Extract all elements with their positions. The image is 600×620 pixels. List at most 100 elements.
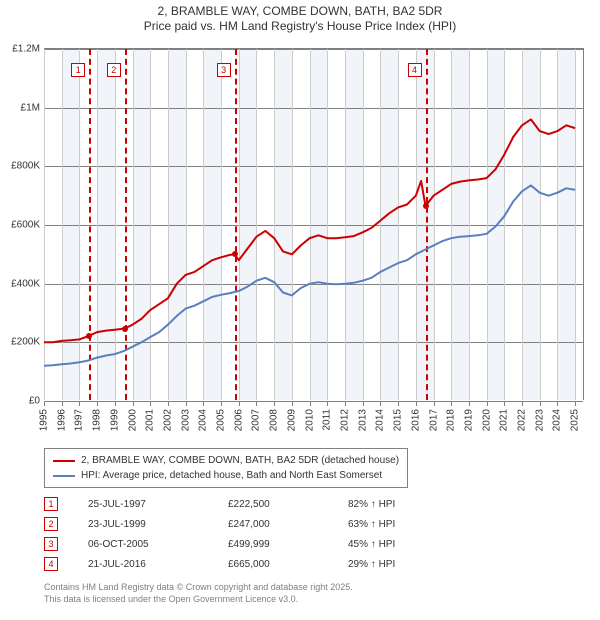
x-axis-label: 2004 [198,409,209,431]
sales-row-date: 06-OCT-2005 [88,539,228,550]
legend-swatch-hpi [53,475,75,477]
x-axis-label: 2012 [339,409,350,431]
x-axis-label: 1997 [74,409,85,431]
x-axis-tick [416,401,417,406]
sales-row-price: £222,500 [228,499,348,510]
x-axis-label: 1996 [56,409,67,431]
x-axis-tick [327,401,328,406]
footnote-line-1: Contains HM Land Registry data © Crown c… [44,582,353,594]
x-axis-tick [380,401,381,406]
sale-marker-dot [423,203,429,209]
x-axis-tick [79,401,80,406]
x-axis-tick [540,401,541,406]
x-axis-tick [504,401,505,406]
sale-index-box: 3 [217,63,231,77]
x-axis-tick [487,401,488,406]
sales-row-delta: 63% ↑ HPI [348,519,448,530]
x-axis-tick [115,401,116,406]
sales-row-date: 21-JUL-2016 [88,559,228,570]
x-axis-label: 2008 [269,409,280,431]
sale-marker-dot [122,326,128,332]
sales-table-row: 3 06-OCT-2005£499,99945% ↑ HPI [44,534,448,554]
y-axis-label: £400K [2,278,40,289]
sales-table-row: 4 21-JUL-2016£665,00029% ↑ HPI [44,554,448,574]
y-axis-label: £600K [2,220,40,231]
x-axis-label: 2015 [393,409,404,431]
sales-row-date: 23-JUL-1999 [88,519,228,530]
sales-row-delta: 82% ↑ HPI [348,499,448,510]
x-axis-tick [575,401,576,406]
x-axis-tick [221,401,222,406]
sales-row-price: £499,999 [228,539,348,550]
series-hpi [44,185,575,365]
x-axis-tick [434,401,435,406]
title-line-2: Price paid vs. HM Land Registry's House … [0,19,600,33]
sales-row-delta: 45% ↑ HPI [348,539,448,550]
sales-row-index: 3 [44,537,58,551]
x-axis-tick [557,401,558,406]
x-axis-tick [292,401,293,406]
x-axis-label: 2020 [481,409,492,431]
sales-row-index: 1 [44,497,58,511]
x-axis-label: 2003 [180,409,191,431]
y-axis-label: £200K [2,337,40,348]
x-axis-tick [186,401,187,406]
chart-area: £0£200K£400K£600K£800K£1M£1.2M1995199619… [44,48,584,400]
gridline-h [44,401,583,402]
x-axis-label: 2023 [534,409,545,431]
x-axis-label: 1995 [39,409,50,431]
x-axis-label: 2001 [145,409,156,431]
x-axis-label: 2013 [357,409,368,431]
title-line-1: 2, BRAMBLE WAY, COMBE DOWN, BATH, BA2 5D… [0,4,600,18]
title-block: 2, BRAMBLE WAY, COMBE DOWN, BATH, BA2 5D… [0,0,600,33]
x-axis-tick [522,401,523,406]
x-axis-label: 2022 [517,409,528,431]
sales-row-index: 2 [44,517,58,531]
x-axis-tick [363,401,364,406]
x-axis-label: 2009 [286,409,297,431]
legend-row-hpi: HPI: Average price, detached house, Bath… [53,468,399,483]
x-axis-label: 2014 [375,409,386,431]
figure-root: 2, BRAMBLE WAY, COMBE DOWN, BATH, BA2 5D… [0,0,600,620]
sales-row-price: £665,000 [228,559,348,570]
legend-label-hpi: HPI: Average price, detached house, Bath… [81,470,382,481]
y-axis-label: £1.2M [2,44,40,55]
plot-region: £0£200K£400K£600K£800K£1M£1.2M1995199619… [44,49,583,400]
x-axis-tick [274,401,275,406]
sale-index-box: 4 [408,63,422,77]
x-axis-tick [345,401,346,406]
x-axis-label: 2006 [233,409,244,431]
x-axis-tick [97,401,98,406]
y-axis-label: £1M [2,102,40,113]
x-axis-tick [256,401,257,406]
footnote-line-2: This data is licensed under the Open Gov… [44,594,353,606]
sale-marker-dot [86,333,92,339]
x-axis-label: 2017 [428,409,439,431]
x-axis-tick [239,401,240,406]
x-axis-label: 2021 [499,409,510,431]
sales-row-price: £247,000 [228,519,348,530]
x-axis-tick [168,401,169,406]
legend-row-price-paid: 2, BRAMBLE WAY, COMBE DOWN, BATH, BA2 5D… [53,453,399,468]
x-axis-tick [398,401,399,406]
x-axis-tick [62,401,63,406]
sale-index-box: 1 [71,63,85,77]
x-axis-tick [44,401,45,406]
x-axis-label: 2010 [304,409,315,431]
sales-row-delta: 29% ↑ HPI [348,559,448,570]
sales-table-row: 2 23-JUL-1999£247,00063% ↑ HPI [44,514,448,534]
legend-box: 2, BRAMBLE WAY, COMBE DOWN, BATH, BA2 5D… [44,448,408,488]
x-axis-tick [469,401,470,406]
legend-swatch-price-paid [53,460,75,462]
footnote: Contains HM Land Registry data © Crown c… [44,582,353,605]
x-axis-label: 1998 [92,409,103,431]
sales-table-row: 125-JUL-1997£222,50082% ↑ HPI [44,494,448,514]
sales-row-index: 4 [44,557,58,571]
sale-marker-dot [232,251,238,257]
x-axis-tick [203,401,204,406]
x-axis-label: 1999 [109,409,120,431]
x-axis-label: 2002 [162,409,173,431]
x-axis-label: 2007 [251,409,262,431]
x-axis-tick [451,401,452,406]
x-axis-label: 2016 [410,409,421,431]
